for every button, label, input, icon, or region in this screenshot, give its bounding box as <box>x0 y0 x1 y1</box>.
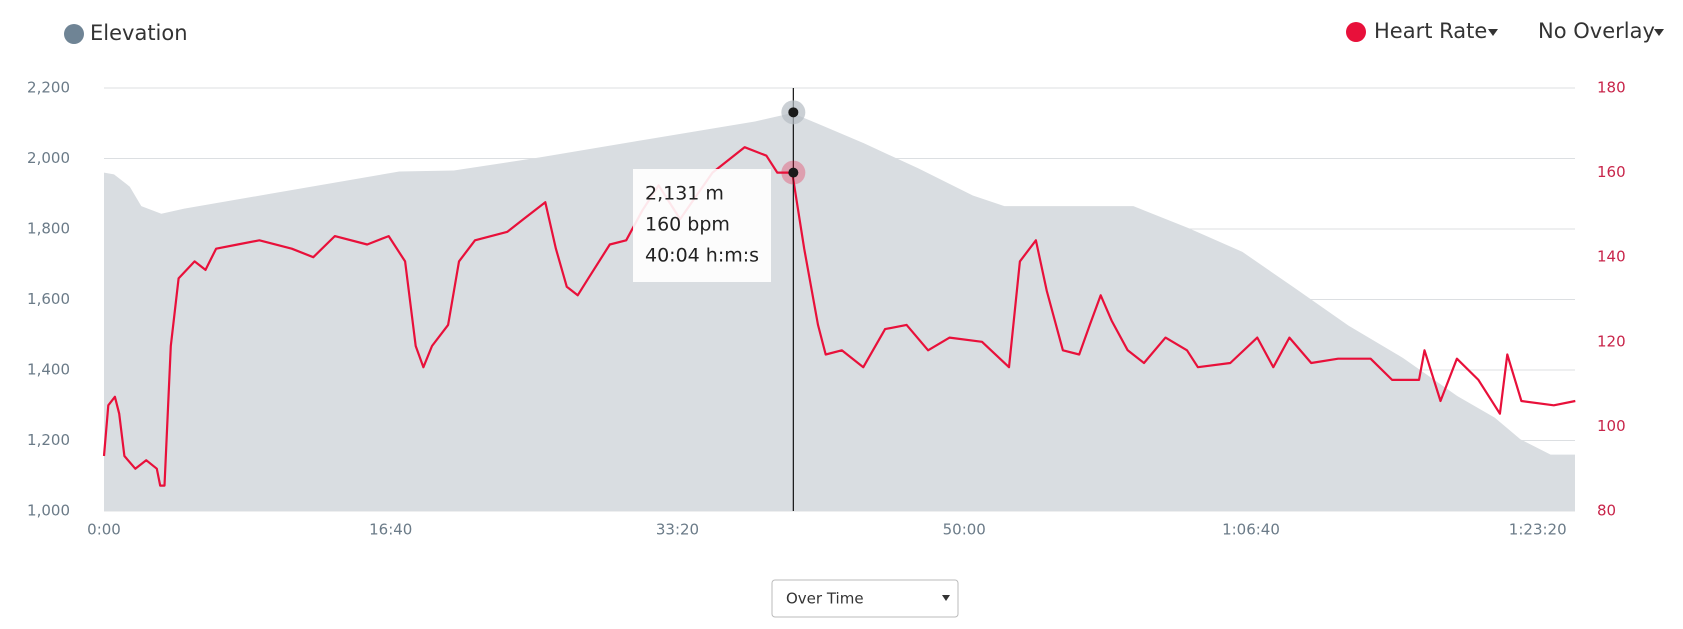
y2-tick-label: 140 <box>1597 248 1626 266</box>
tooltip-box <box>633 169 771 282</box>
y-tick-label: 1,800 <box>27 220 70 238</box>
y-tick-label: 2,000 <box>27 149 70 167</box>
elevation-area <box>104 113 1575 511</box>
dropdown-arrow <box>1488 29 1498 36</box>
y-tick-label: 2,200 <box>27 79 70 97</box>
overlay-label[interactable]: No Overlay <box>1538 19 1655 43</box>
select-label[interactable]: Over Time <box>786 590 864 608</box>
y2-tick-label: 160 <box>1597 163 1626 181</box>
tooltip-text: 2,131 m <box>645 183 724 205</box>
legend-label[interactable]: Heart Rate <box>1374 19 1487 43</box>
select-box[interactable] <box>771 579 959 618</box>
y2-tick-label: 180 <box>1597 79 1626 97</box>
x-tick-label: 33:20 <box>656 521 699 539</box>
x-tick-label: 0:00 <box>87 521 121 539</box>
overlay-menu[interactable]: No Overlay <box>1538 19 1664 43</box>
y2-tick-label: 120 <box>1597 332 1626 350</box>
y2-tick-label: 80 <box>1597 502 1616 520</box>
y-tick-label: 1,400 <box>27 361 70 379</box>
dropdown-arrow <box>942 595 950 601</box>
heart-rate-menu[interactable]: Heart Rate <box>1346 19 1498 43</box>
x-tick-label: 1:06:40 <box>1222 521 1280 539</box>
legend-swatch <box>64 24 84 44</box>
x-tick-label: 50:00 <box>943 521 986 539</box>
y-tick-label: 1,000 <box>27 502 70 520</box>
x-tick-label: 1:23:20 <box>1509 521 1567 539</box>
dropdown-arrow <box>1654 29 1664 36</box>
legend-label: Elevation <box>90 21 188 45</box>
tooltip-text: 160 bpm <box>645 214 730 236</box>
hover-point <box>788 167 799 178</box>
tooltip-text: 40:04 h:m:s <box>645 245 759 267</box>
hover-point <box>788 107 799 118</box>
y-tick-label: 1,200 <box>27 431 70 449</box>
mode-select[interactable]: Over Time <box>771 579 959 618</box>
axes: 1,000 1,200 1,400 1,600 1,800 2,000 2,200 80 100… <box>27 79 1626 539</box>
legend-swatch <box>1346 22 1366 42</box>
plot: 2,131 m 160 bpm 40:04 h:m:s <box>102 88 1576 511</box>
y2-tick-label: 100 <box>1597 417 1626 435</box>
x-tick-label: 16:40 <box>369 521 412 539</box>
y-tick-label: 1,600 <box>27 290 70 308</box>
heart-rate-line <box>102 146 1576 487</box>
